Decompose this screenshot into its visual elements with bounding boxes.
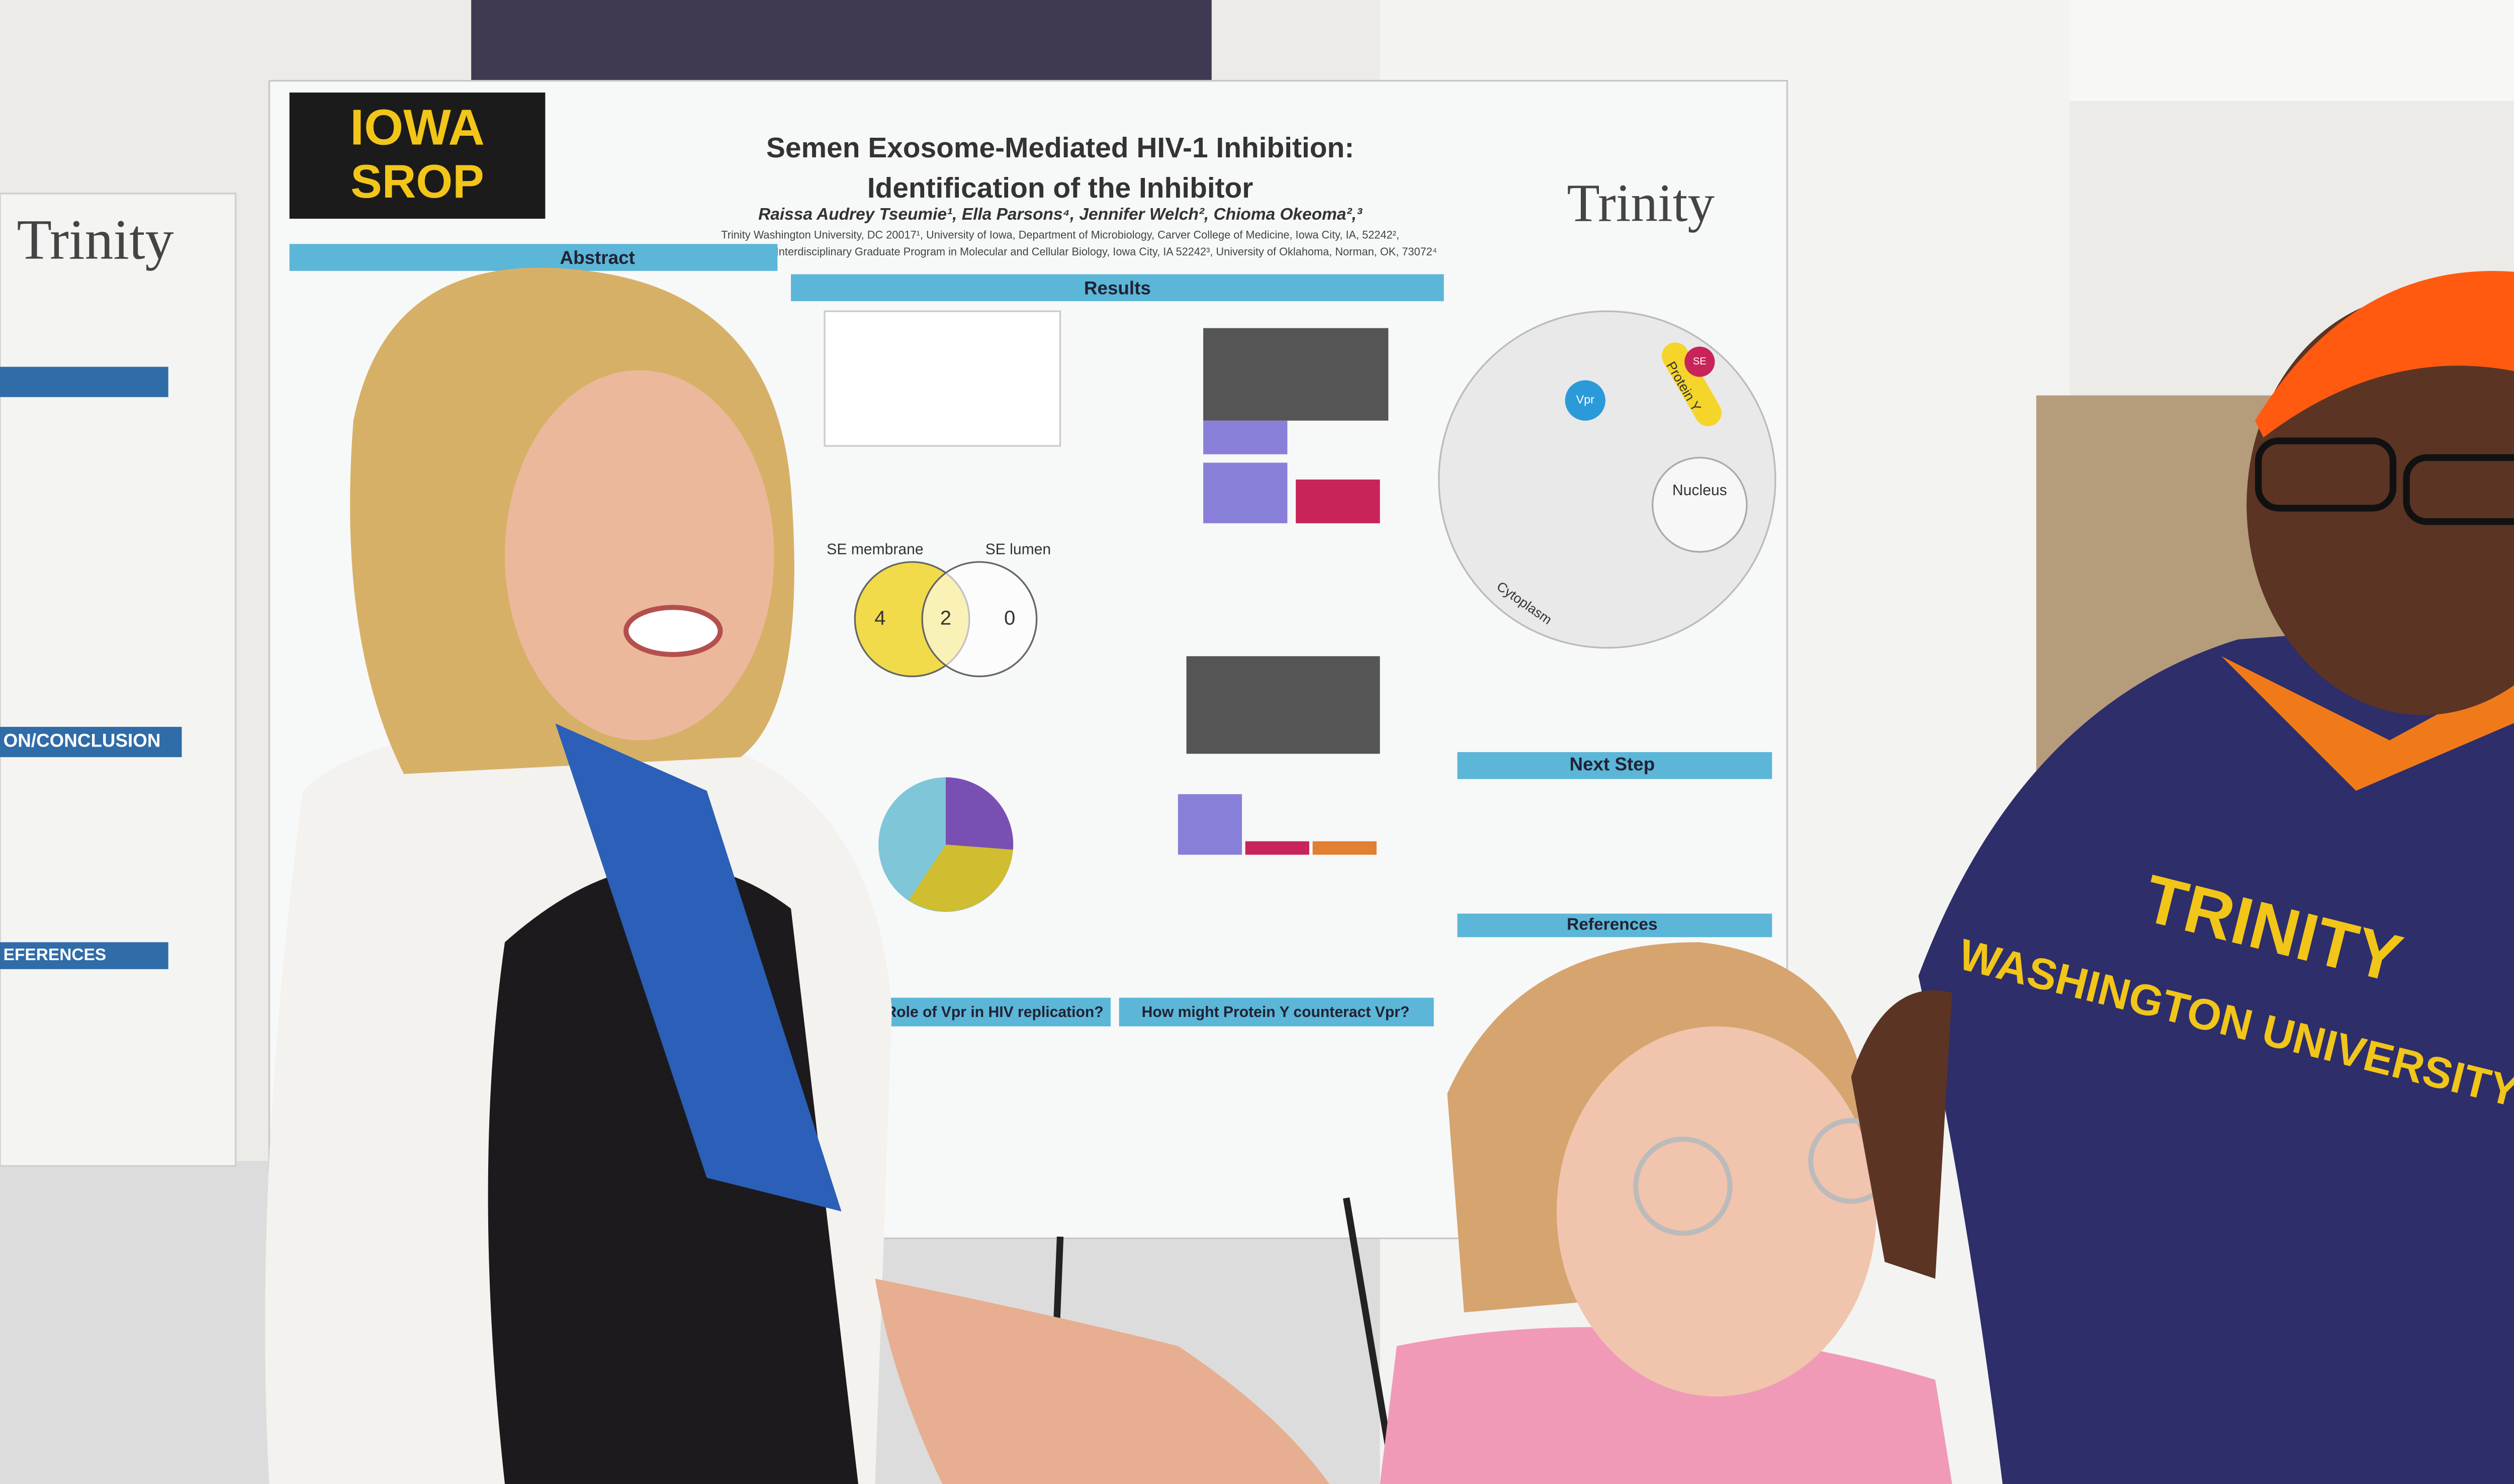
poster-title: Identification of the Inhibitor bbox=[867, 172, 1253, 204]
side-heading: EFERENCES bbox=[4, 946, 106, 964]
venn-count: 4 bbox=[874, 606, 885, 629]
venn-label: SE membrane bbox=[827, 541, 923, 558]
protein-shape bbox=[1662, 342, 1722, 426]
face bbox=[1556, 1026, 1876, 1397]
side-logo: Trinity bbox=[17, 208, 173, 271]
venn-circle bbox=[921, 561, 1038, 678]
affiliation: University of Iowa, Interdisciplinary Gr… bbox=[683, 245, 1437, 258]
section-heading: Next Step bbox=[1570, 754, 1655, 775]
glasses bbox=[2403, 454, 2514, 525]
authors: Raissa Audrey Tseumie¹, Ella Parsons⁴, J… bbox=[758, 205, 1363, 224]
venn-label: SE lumen bbox=[985, 541, 1051, 558]
poster-title: Semen Exosome-Mediated HIV-1 Inhibition: bbox=[766, 132, 1354, 164]
section-band bbox=[289, 244, 778, 271]
figure-bar bbox=[1296, 479, 1380, 523]
diagram-label: Nucleus bbox=[1672, 482, 1727, 499]
lanyard bbox=[555, 723, 842, 1212]
section-band bbox=[1457, 752, 1772, 779]
glasses bbox=[2255, 437, 2397, 512]
figure-bar bbox=[1203, 420, 1288, 454]
pie-figure bbox=[945, 777, 1014, 850]
side-heading: ON/CONCLUSION bbox=[4, 730, 161, 751]
section-heading: Results bbox=[1084, 277, 1151, 298]
smile bbox=[623, 605, 723, 657]
diagram-label: Vpr bbox=[1576, 393, 1595, 406]
diagram-label: SE bbox=[1693, 356, 1707, 367]
side-band bbox=[0, 366, 168, 397]
figure-bar bbox=[1245, 841, 1309, 855]
section-heading: Abstract bbox=[560, 247, 635, 268]
collar bbox=[2221, 656, 2514, 791]
logo-bg bbox=[289, 92, 546, 219]
figure bbox=[824, 310, 1061, 447]
glasses bbox=[1633, 1136, 1733, 1236]
section-band bbox=[1457, 913, 1772, 938]
face bbox=[505, 370, 774, 740]
side-band bbox=[0, 942, 168, 969]
trinity-logo: Trinity bbox=[1567, 174, 1715, 233]
logo-text: SROP bbox=[350, 155, 484, 208]
gel-image bbox=[1186, 656, 1380, 754]
shirt bbox=[1380, 1327, 1952, 1484]
affiliation: Trinity Washington University, DC 20017¹… bbox=[721, 228, 1399, 241]
section-heading: References bbox=[1567, 915, 1657, 934]
nucleus bbox=[1652, 456, 1748, 553]
gel-image bbox=[1203, 328, 1389, 421]
side-poster bbox=[0, 193, 237, 1167]
venn-count: 2 bbox=[940, 606, 951, 629]
side-band bbox=[0, 726, 182, 758]
headband bbox=[2255, 271, 2514, 438]
pie-figure bbox=[909, 845, 1013, 911]
section-band bbox=[1119, 997, 1434, 1027]
section-band bbox=[791, 274, 1444, 302]
figure-bar bbox=[1178, 794, 1242, 855]
sweater bbox=[1918, 622, 2514, 1484]
figure-bar bbox=[1312, 841, 1377, 855]
venn-count: 0 bbox=[1004, 606, 1015, 629]
se-shape bbox=[1684, 346, 1715, 377]
section-heading: How might Protein Y counteract Vpr? bbox=[1142, 1004, 1410, 1021]
figure-bar bbox=[1203, 462, 1288, 523]
ceiling bbox=[2070, 0, 2514, 101]
vpr-shape bbox=[1565, 380, 1605, 421]
arm bbox=[875, 1278, 1330, 1484]
easel-leg bbox=[1342, 1197, 1392, 1448]
hand bbox=[1851, 990, 1952, 1279]
logo-text: IOWA bbox=[350, 100, 485, 156]
